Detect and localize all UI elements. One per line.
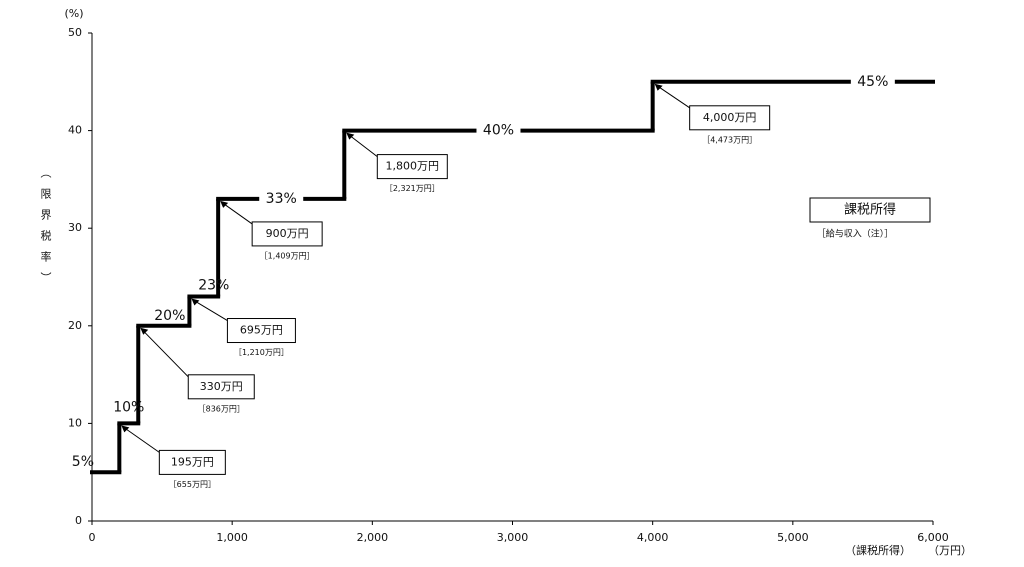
rate-label: 33%	[266, 191, 297, 207]
key-box	[809, 197, 931, 223]
annotation-box	[251, 221, 323, 247]
annotation-label: 1,800万円	[386, 160, 440, 173]
rate-label: 23%	[198, 278, 229, 294]
arrow-head	[121, 425, 130, 433]
annotation-box	[158, 449, 226, 475]
rate-label-bg	[259, 189, 304, 208]
y-tick-label: 20	[68, 319, 82, 332]
x-tick-label: 3,000	[497, 531, 529, 544]
annotation-label: 330万円	[200, 380, 243, 393]
annotation-label: 695万円	[240, 324, 283, 337]
y-tick-label: 10	[68, 416, 82, 429]
arrow-head	[654, 83, 663, 91]
arrow-head	[220, 200, 229, 208]
annotation-box	[689, 105, 771, 131]
x-axis-label: （課税所得）	[845, 543, 911, 557]
annotation-arrow	[220, 201, 253, 225]
rate-label: 40%	[483, 123, 514, 139]
annotation-box	[187, 374, 255, 400]
annotation-label: 900万円	[266, 227, 309, 240]
x-tick-label: 6,000	[917, 531, 949, 544]
key-label: 課税所得	[844, 202, 896, 218]
annotation-income: ［1,210万円］	[234, 348, 289, 357]
annotation-arrow	[140, 328, 189, 378]
annotation-label: 195万円	[171, 455, 214, 468]
rate-label-bg	[850, 72, 895, 91]
rate-label: 20%	[154, 308, 185, 324]
y-tick-label: 40	[68, 124, 82, 137]
x-tick-label: 1,000	[216, 531, 248, 544]
annotation-arrow	[655, 84, 690, 109]
annotation-box	[376, 154, 448, 180]
x-tick-label: 2,000	[357, 531, 389, 544]
annotation-label: 4,000万円	[703, 111, 757, 124]
y-axis-label: （限界税率）	[39, 167, 52, 293]
rate-label: 45%	[857, 74, 888, 90]
annotation-income: ［836万円］	[198, 404, 245, 413]
annotation-income: ［1,409万円］	[260, 251, 315, 260]
y-tick-label: 50	[68, 26, 82, 39]
x-tick-label: 4,000	[637, 531, 669, 544]
annotation-arrow	[122, 425, 160, 453]
y-tick-label: 30	[68, 221, 82, 234]
key-sub: ［給与収入（注）］	[817, 228, 894, 240]
annotation-arrow	[346, 133, 378, 157]
y-tick-label: 0	[75, 514, 82, 527]
rate-label: 10%	[113, 399, 144, 415]
annotation-income: ［655万円］	[169, 480, 216, 489]
x-tick-label: 0	[89, 531, 96, 544]
x-unit: （万円）	[928, 544, 972, 557]
arrow-head	[191, 298, 200, 306]
annotation-income: ［2,321万円］	[385, 184, 440, 193]
annotation-income: ［4,473万円］	[702, 135, 757, 144]
rate-label: 5%	[72, 454, 94, 470]
y-unit: (%)	[64, 7, 83, 20]
annotation-arrow	[192, 299, 228, 321]
x-tick-label: 5,000	[777, 531, 809, 544]
annotation-box	[226, 318, 296, 344]
rate-label-bg	[476, 121, 521, 140]
arrow-head	[346, 132, 355, 140]
arrow-head	[140, 327, 149, 335]
